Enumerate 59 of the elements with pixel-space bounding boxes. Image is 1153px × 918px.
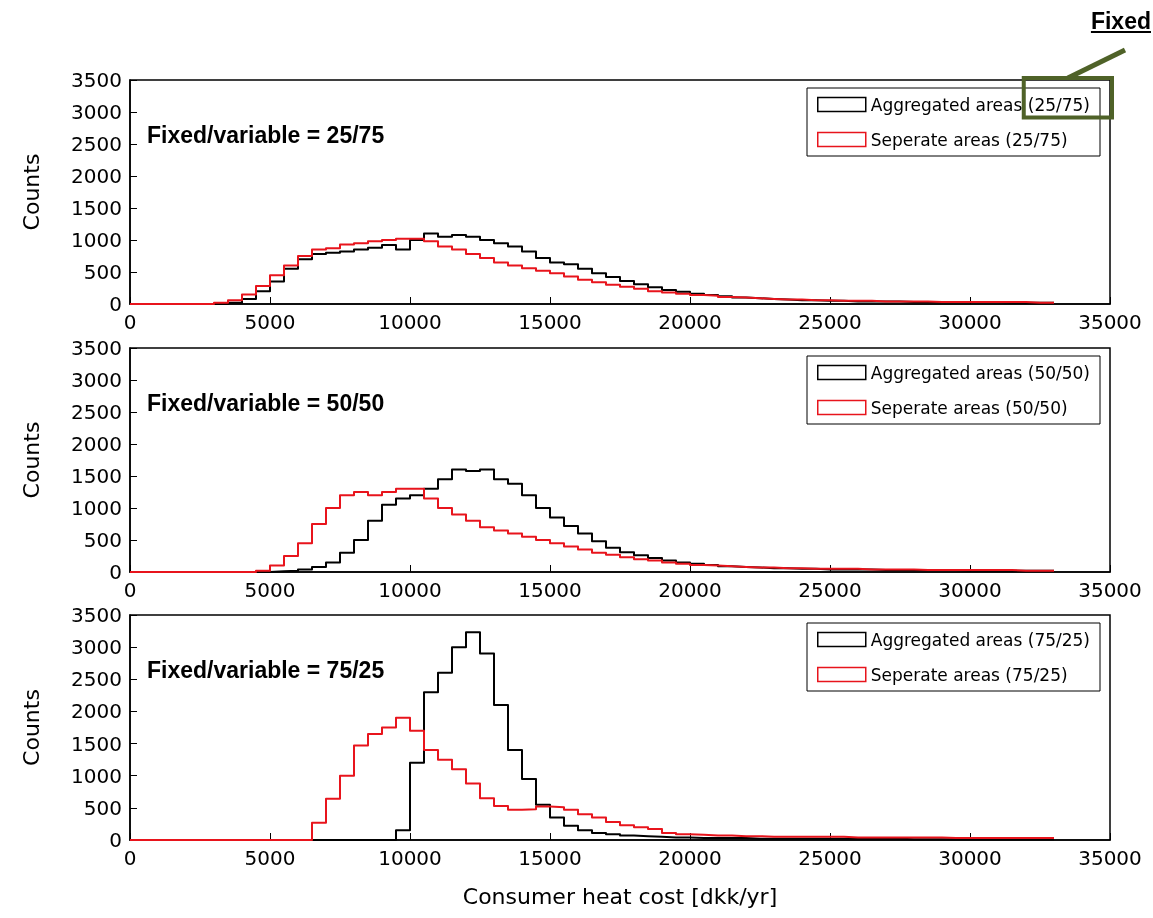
y-tick-label: 3000 bbox=[71, 368, 122, 392]
x-tick-label: 10000 bbox=[378, 578, 442, 602]
y-tick-label: 1000 bbox=[71, 496, 122, 520]
x-tick-label: 35000 bbox=[1078, 846, 1142, 870]
y-tick-label: 3500 bbox=[71, 336, 122, 360]
y-tick-label: 2000 bbox=[71, 432, 122, 456]
annotation: Fixed/variable = 75/25 bbox=[147, 657, 385, 684]
x-tick-label: 30000 bbox=[938, 310, 1002, 334]
y-tick-label: 1500 bbox=[71, 731, 122, 756]
x-tick-label: 15000 bbox=[518, 310, 582, 334]
y-tick-label: 2500 bbox=[71, 667, 122, 692]
x-tick-label: 25000 bbox=[798, 846, 862, 870]
x-tick-label: 25000 bbox=[798, 578, 862, 602]
y-tick-label: 3500 bbox=[71, 68, 122, 92]
x-axis-title: Consumer heat cost [dkk/yr] bbox=[462, 883, 778, 909]
y-tick-label: 0 bbox=[109, 292, 122, 316]
x-tick-label: 35000 bbox=[1078, 310, 1142, 334]
y-tick-label: 500 bbox=[83, 528, 122, 552]
y-axis-title: Counts bbox=[18, 689, 44, 766]
x-tick-label: 5000 bbox=[244, 310, 296, 334]
y-tick-label: 500 bbox=[83, 260, 122, 284]
x-tick-label: 25000 bbox=[798, 310, 862, 334]
x-tick-label: 10000 bbox=[378, 846, 442, 870]
y-tick-label: 1500 bbox=[71, 464, 122, 488]
y-tick-label: 500 bbox=[83, 795, 122, 820]
legend-label: Seperate areas (75/25) bbox=[870, 664, 1068, 685]
x-tick-label: 20000 bbox=[658, 578, 722, 602]
y-tick-label: 1000 bbox=[71, 763, 122, 788]
legend-label: Aggregated areas (25/75) bbox=[870, 94, 1091, 115]
y-tick-label: 0 bbox=[109, 560, 122, 584]
y-tick-label: 1500 bbox=[71, 196, 122, 220]
y-tick-label: 0 bbox=[109, 828, 122, 852]
y-tick-label: 3500 bbox=[71, 603, 122, 627]
x-tick-label: 30000 bbox=[938, 578, 1002, 602]
y-axis-title: Counts bbox=[18, 421, 44, 499]
legend-label: Aggregated areas (75/25) bbox=[870, 629, 1091, 650]
y-tick-label: 2500 bbox=[71, 132, 122, 156]
x-tick-label: 10000 bbox=[378, 310, 442, 334]
x-tick-label: 35000 bbox=[1078, 578, 1142, 602]
legend-label: Seperate areas (25/75) bbox=[870, 129, 1068, 150]
text: Fixed bbox=[1090, 8, 1151, 35]
x-tick-label: 30000 bbox=[938, 846, 1002, 870]
annotation: Fixed/variable = 50/50 bbox=[147, 390, 385, 417]
y-tick-label: 3000 bbox=[71, 635, 122, 660]
x-tick-label: 15000 bbox=[518, 846, 582, 870]
y-axis-title: Counts bbox=[18, 153, 44, 231]
legend-label: Seperate areas (50/50) bbox=[870, 397, 1068, 418]
y-tick-label: 2000 bbox=[71, 699, 122, 724]
x-tick-label: 20000 bbox=[658, 846, 722, 870]
y-tick-label: 3000 bbox=[71, 100, 122, 124]
y-tick-label: 1000 bbox=[71, 228, 122, 252]
annotation: Fixed/variable = 25/75 bbox=[147, 122, 385, 149]
y-tick-label: 2000 bbox=[71, 164, 122, 188]
x-tick-label: 5000 bbox=[244, 846, 296, 870]
x-tick-label: 5000 bbox=[244, 578, 296, 602]
x-tick-label: 15000 bbox=[518, 578, 582, 602]
x-tick-label: 20000 bbox=[658, 310, 722, 334]
legend-label: Aggregated areas (50/50) bbox=[870, 362, 1091, 383]
y-tick-label: 2500 bbox=[71, 400, 122, 424]
